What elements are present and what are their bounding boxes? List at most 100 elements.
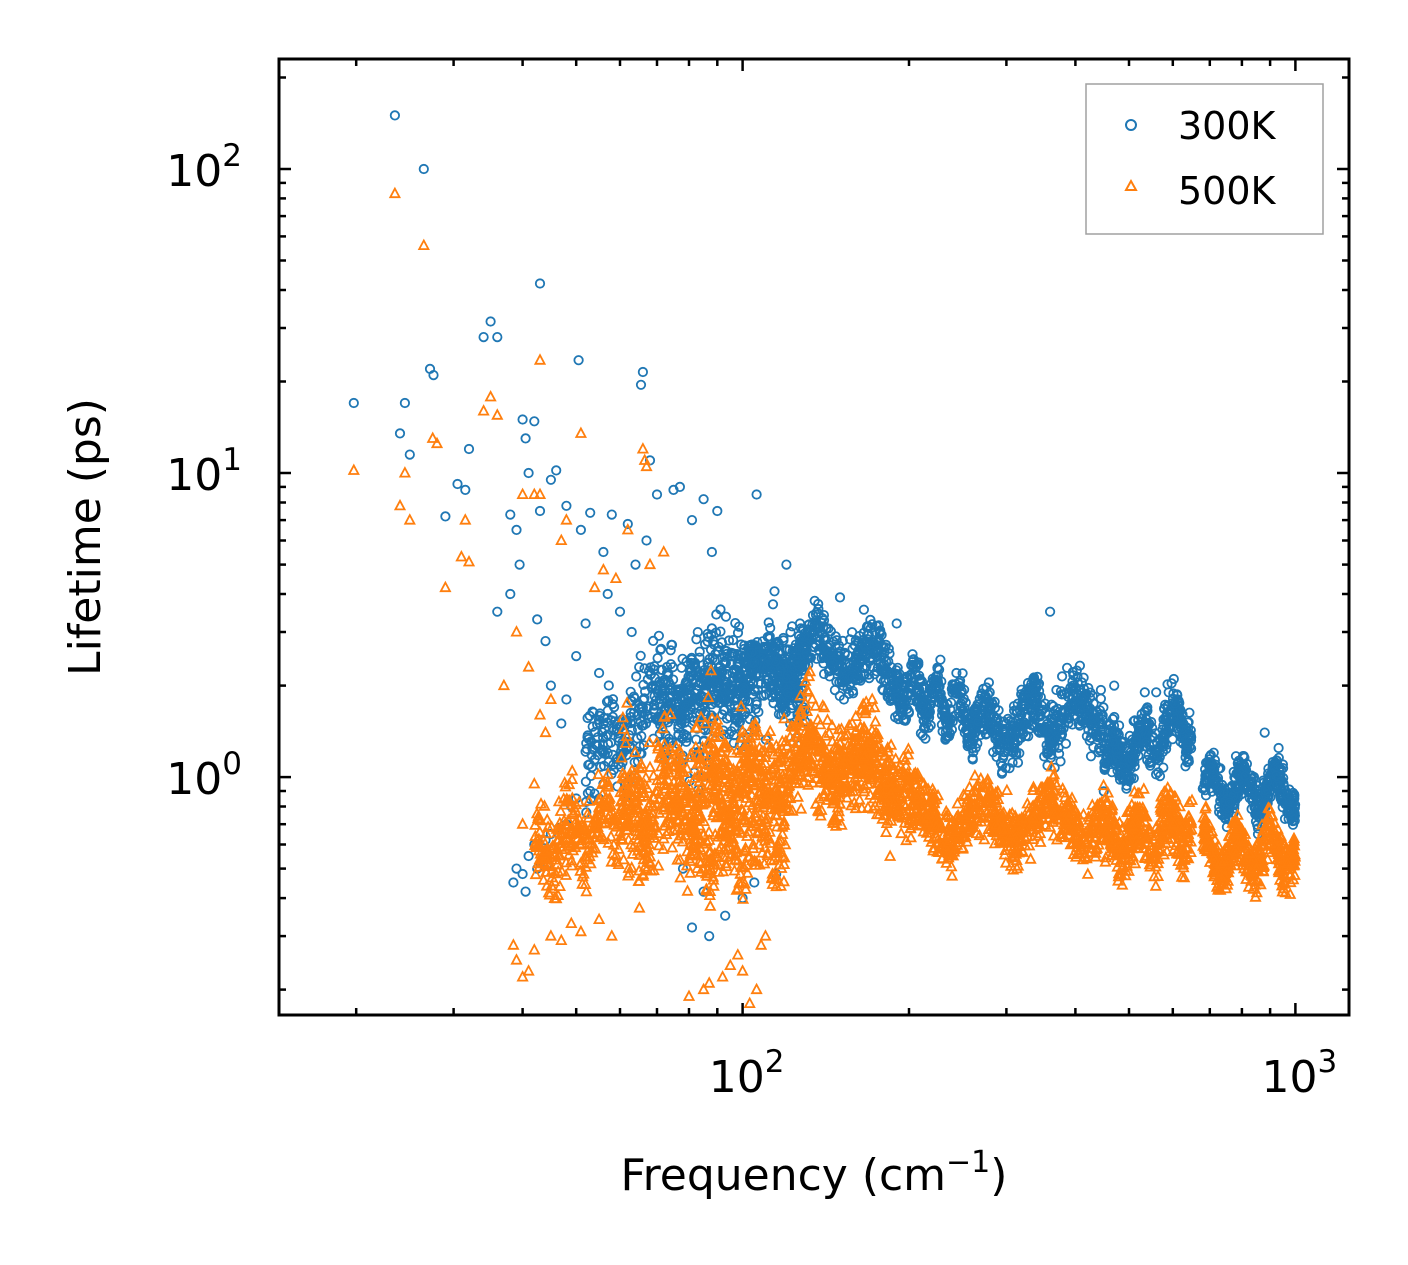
data-point-300k xyxy=(837,671,848,682)
data-point-300k xyxy=(1139,687,1150,698)
data-point-300k xyxy=(1058,704,1069,716)
data-point-300k xyxy=(1012,757,1024,768)
data-point-300k xyxy=(681,730,692,741)
data-point-300k xyxy=(1080,712,1091,723)
data-point-300k xyxy=(753,706,764,718)
data-point-300k xyxy=(1045,744,1057,755)
data-point-300k xyxy=(917,698,928,709)
data-point-300k xyxy=(801,647,812,659)
data-point-300k xyxy=(945,704,956,715)
data-point-300k xyxy=(746,647,757,658)
data-point-300k xyxy=(864,672,875,684)
data-point-300k xyxy=(875,673,886,684)
data-point-300k xyxy=(738,694,749,705)
data-point-300k xyxy=(665,645,676,656)
data-point-300k xyxy=(711,609,722,620)
data-point-300k xyxy=(773,640,785,652)
data-point-300k xyxy=(875,625,886,636)
data-point-300k xyxy=(977,724,989,736)
data-point-300k xyxy=(677,653,688,664)
data-point-300k xyxy=(995,757,1007,769)
data-point-300k xyxy=(831,635,842,646)
data-point-300k xyxy=(874,635,885,647)
data-point-300k xyxy=(639,663,650,674)
data-point-300k xyxy=(816,617,827,629)
data-point-300k xyxy=(827,657,838,668)
data-point-300k xyxy=(924,683,936,694)
data-point-300k xyxy=(992,721,1003,733)
data-point-300k xyxy=(1083,724,1094,736)
data-point-300k xyxy=(891,665,902,676)
data-point-300k xyxy=(960,697,971,708)
data-point-300k xyxy=(976,690,987,701)
data-point-300k xyxy=(732,715,743,726)
data-point-300k xyxy=(692,626,703,638)
data-point-300k xyxy=(912,685,923,696)
data-point-300k xyxy=(858,604,870,615)
data-point-300k xyxy=(867,619,878,630)
data-point-300k xyxy=(635,650,646,661)
data-point-300k xyxy=(1074,720,1085,731)
data-point-300k xyxy=(703,657,714,668)
data-point-300k xyxy=(642,674,653,685)
data-point-300k xyxy=(1087,713,1099,724)
data-point-300k xyxy=(800,659,811,671)
data-point-300k xyxy=(658,688,669,700)
data-point-300k xyxy=(818,652,829,663)
data-point-300k xyxy=(782,687,794,698)
data-point-300k xyxy=(1067,719,1078,730)
data-point-300k xyxy=(862,633,873,645)
data-point-300k xyxy=(782,669,793,681)
data-point-300k xyxy=(691,634,702,645)
data-point-300k xyxy=(1062,662,1073,673)
data-point-300k xyxy=(729,721,740,732)
data-point-300k xyxy=(898,703,909,714)
data-point-300k xyxy=(654,676,665,687)
data-point-300k xyxy=(910,659,921,671)
data-point-300k xyxy=(638,711,649,722)
data-point-300k xyxy=(1157,739,1168,750)
data-point-300k xyxy=(594,708,606,719)
data-point-300k xyxy=(712,645,723,657)
data-point-300k xyxy=(1081,731,1093,742)
data-point-300k xyxy=(1131,737,1142,748)
data-point-300k xyxy=(907,677,918,688)
data-point-300k xyxy=(1147,732,1159,743)
data-point-300k xyxy=(823,623,834,634)
data-point-300k xyxy=(580,776,592,787)
data-point-300k xyxy=(1011,707,1022,718)
data-point-300k xyxy=(788,675,799,686)
data-point-300k xyxy=(762,655,774,667)
data-point-300k xyxy=(1114,770,1125,781)
data-point-300k xyxy=(813,608,824,620)
data-point-300k xyxy=(1174,714,1185,725)
data-point-300k xyxy=(724,684,735,695)
data-point-300k xyxy=(583,759,594,771)
data-point-300k xyxy=(725,659,737,670)
data-point-300k xyxy=(580,746,591,757)
data-point-300k xyxy=(688,673,699,685)
data-point-300k xyxy=(1134,742,1145,753)
data-point-300k xyxy=(631,671,642,682)
data-point-300k xyxy=(658,675,670,686)
data-point-300k xyxy=(819,632,830,643)
data-point-300k xyxy=(973,716,984,727)
data-point-300k xyxy=(1029,674,1040,685)
data-point-300k xyxy=(721,713,733,724)
data-point-300k xyxy=(645,669,657,680)
data-point-300k xyxy=(1133,715,1144,726)
data-point-300k xyxy=(1184,707,1195,718)
data-point-300k xyxy=(867,662,879,673)
data-point-300k xyxy=(906,694,917,706)
data-point-300k xyxy=(1141,703,1152,715)
data-point-300k xyxy=(582,712,593,724)
data-point-300k xyxy=(708,635,719,647)
data-point-300k xyxy=(1168,673,1179,685)
data-point-300k xyxy=(939,713,950,724)
data-point-300k xyxy=(699,671,711,683)
data-point-300k xyxy=(780,645,792,656)
data-point-300k xyxy=(764,633,775,644)
data-point-300k xyxy=(846,627,858,638)
data-point-300k xyxy=(985,702,996,713)
